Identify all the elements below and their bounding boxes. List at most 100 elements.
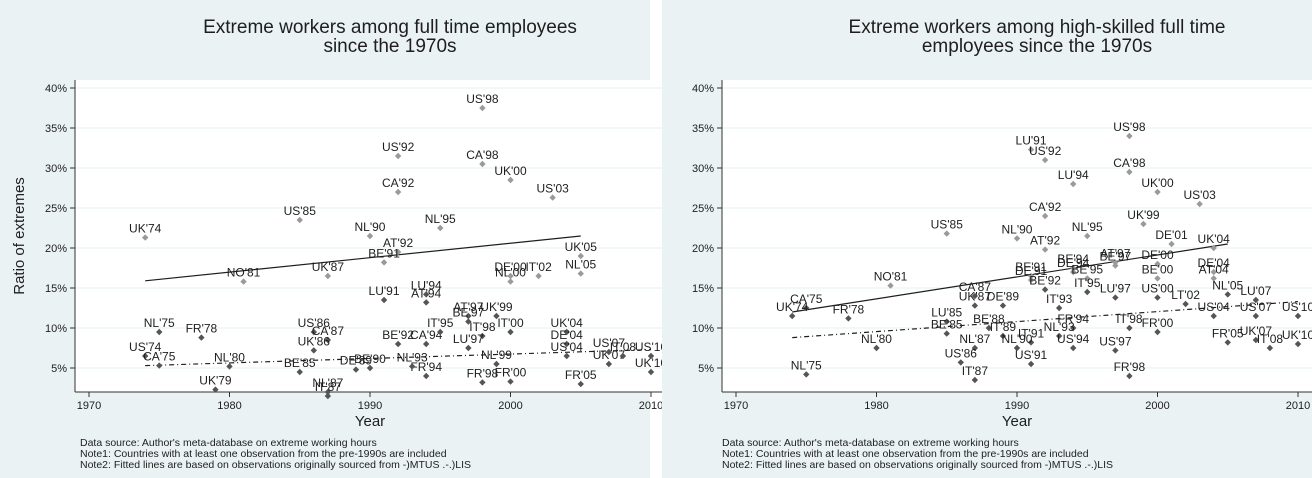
data-point-label: US'03	[536, 182, 569, 196]
data-point	[366, 232, 374, 240]
data-point	[437, 328, 444, 336]
data-point-label: DE'91	[1015, 264, 1048, 278]
data-point-label: AT'04	[1199, 262, 1229, 276]
y-tick-label: 20%	[45, 243, 67, 255]
data-point-label: BE'85	[284, 356, 316, 370]
data-point	[352, 366, 360, 373]
data-point-label: CA'87	[959, 280, 992, 294]
data-point-label: IT'95	[1074, 276, 1101, 290]
data-point-label: NL'90	[1002, 332, 1033, 346]
data-point-label: NL'95	[425, 212, 456, 226]
data-point-label: BE'97	[453, 306, 485, 320]
data-point-label: IT'95	[427, 316, 454, 330]
fitted-line-solid	[145, 235, 581, 282]
data-point	[142, 352, 149, 360]
data-point	[971, 376, 979, 384]
data-point	[943, 230, 950, 237]
x-tick-label: 1970	[77, 400, 101, 412]
data-point	[507, 378, 514, 385]
data-point-label: US'92	[382, 140, 415, 154]
data-point	[423, 372, 430, 380]
data-point	[437, 224, 444, 232]
data-point-label: NL'90	[1002, 222, 1033, 236]
y-tick-label: 35%	[692, 123, 714, 135]
data-point	[985, 324, 993, 332]
footnote: Note2: Fitted lines are based on observa…	[722, 459, 1113, 471]
data-point-label: LU'07	[1240, 284, 1271, 298]
data-point-label: US'91	[1015, 348, 1048, 362]
data-point	[619, 352, 627, 360]
y-tick-label: 10%	[45, 323, 67, 335]
data-point	[1013, 235, 1021, 242]
data-point-label: DE'89	[987, 290, 1020, 304]
data-point-label: BE'85	[931, 318, 963, 332]
data-point-label: CA'94	[410, 328, 443, 342]
data-point-label: CA'98	[1113, 156, 1146, 170]
data-point-label: US'86	[945, 346, 978, 360]
data-point	[394, 248, 402, 256]
data-point-label: US'97	[1099, 334, 1132, 348]
scatter-chart-high-skilled: Extreme workers among high-skilled full …	[692, 17, 1312, 471]
data-point-label: FR'05	[1212, 326, 1244, 340]
data-point-label: IT'98	[1116, 312, 1143, 326]
y-tick-label: 5%	[698, 363, 714, 375]
data-point	[394, 188, 402, 196]
data-point-label: UK'10	[635, 356, 668, 370]
data-point-label: US'00	[1141, 282, 1174, 296]
data-point	[142, 234, 149, 241]
data-point-label: UK'04	[551, 316, 584, 330]
data-point	[423, 291, 430, 298]
data-point	[493, 360, 500, 368]
data-point-label: LU'91	[1016, 134, 1047, 148]
data-point-label: BE'00	[1142, 262, 1174, 276]
data-point	[324, 336, 332, 344]
data-point-label: NL'05	[1212, 278, 1243, 292]
data-point	[803, 304, 810, 312]
data-point-label: US'85	[931, 218, 964, 232]
data-point-label: UK'86	[298, 334, 331, 348]
data-point-label: US'04	[1198, 300, 1231, 314]
data-point-label: UK'05	[565, 240, 598, 254]
data-point	[423, 299, 430, 306]
y-tick-label: 5%	[51, 363, 67, 375]
data-point	[1210, 275, 1217, 282]
data-point	[1252, 296, 1260, 304]
data-point	[1126, 324, 1133, 332]
data-point	[1266, 344, 1274, 352]
data-point-label: NL'75	[791, 358, 822, 372]
data-point-label: LU'91	[369, 284, 400, 298]
y-tick-label: 35%	[45, 123, 67, 135]
x-tick-label: 1990	[1005, 400, 1029, 412]
data-point-label: NL'99	[481, 348, 512, 362]
chart-title-line: Extreme workers among high-skilled full …	[849, 17, 1226, 38]
data-point	[971, 344, 979, 352]
data-point	[507, 176, 514, 184]
data-point-label: AT'94	[411, 286, 441, 300]
data-point-label: BE'95	[1071, 262, 1103, 276]
chart-panel-full-time: Extreme workers among full time employee…	[0, 0, 667, 478]
data-point	[394, 152, 402, 160]
data-point-label: CA'75	[143, 350, 176, 364]
data-point	[324, 272, 332, 280]
data-point	[803, 371, 810, 378]
data-point	[943, 318, 950, 325]
data-point	[1055, 332, 1063, 340]
data-point-label: US'85	[284, 204, 317, 218]
data-point-label: CA'92	[1029, 200, 1062, 214]
data-point-label: NL'87	[959, 332, 990, 346]
data-point-label: LU'97	[453, 332, 484, 346]
x-tick-label: 1990	[358, 400, 382, 412]
data-point	[535, 272, 542, 280]
data-point-label: UK'00	[494, 164, 527, 178]
data-point-label: FR'05	[565, 368, 597, 382]
data-point	[1041, 246, 1049, 253]
data-point-label: US'07	[1240, 300, 1273, 314]
data-point-label: IT'00	[497, 316, 524, 330]
data-point-label: AT'92	[1030, 234, 1060, 248]
data-point	[198, 334, 205, 341]
data-point	[1084, 232, 1091, 240]
data-point	[1154, 188, 1161, 196]
data-point	[1294, 312, 1302, 320]
data-point-label: CA'75	[790, 292, 823, 306]
x-axis-label: Year	[355, 413, 385, 430]
